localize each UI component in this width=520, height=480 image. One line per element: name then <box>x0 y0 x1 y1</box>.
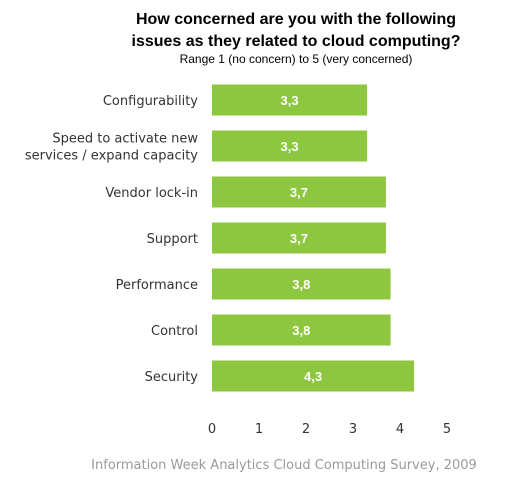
bar <box>212 130 368 162</box>
bar-value-label: 4,3 <box>304 369 322 384</box>
category-label: Performance <box>116 278 198 293</box>
bar <box>212 314 391 346</box>
category-label: Security <box>145 370 199 385</box>
bar-value-label: 3,7 <box>290 185 308 200</box>
chart-title-line-2: issues as they related to cloud computin… <box>132 33 461 50</box>
x-tick-label: 0 <box>208 422 216 437</box>
bar-value-label: 3,3 <box>281 93 299 108</box>
chart-subtitle: Range 1 (no concern) to 5 (very concerne… <box>180 52 413 66</box>
category-label: Configurability <box>103 94 198 109</box>
x-tick-label: 2 <box>302 422 310 437</box>
x-tick-label: 3 <box>349 422 357 437</box>
source-note: Information Week Analytics Cloud Computi… <box>91 458 477 473</box>
bar <box>212 176 386 208</box>
bar-value-label: 3,7 <box>290 231 308 246</box>
category-label: Speed to activate new <box>52 132 198 147</box>
bar-value-label: 3,8 <box>292 277 310 292</box>
bar <box>212 222 386 254</box>
category-label: Control <box>151 324 198 339</box>
plot-area: 3,3 Configurability 3,3 Speed to activate n… <box>25 84 451 437</box>
bar <box>212 268 391 300</box>
bar-value-label: 3,8 <box>292 323 310 338</box>
chart-title-line-1: How concerned are you with the following <box>136 11 456 28</box>
x-tick-label: 4 <box>396 422 404 437</box>
category-label: Support <box>147 232 198 247</box>
bar <box>212 84 368 116</box>
category-label: services / expand capacity <box>25 149 198 164</box>
category-label: Vendor lock-in <box>105 186 198 201</box>
x-tick-label: 1 <box>255 422 263 437</box>
bar-value-label: 3,3 <box>281 139 299 154</box>
bar <box>212 360 415 392</box>
x-tick-label: 5 <box>443 422 451 437</box>
